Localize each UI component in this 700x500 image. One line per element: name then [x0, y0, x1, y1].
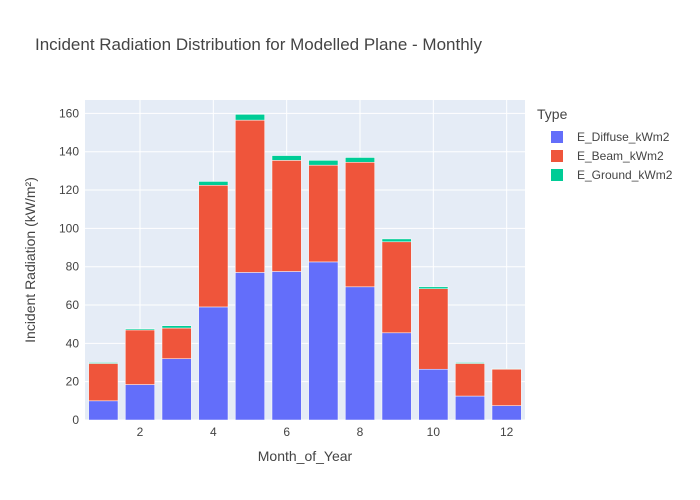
y-tick-label: 140	[59, 145, 79, 159]
legend-label-2[interactable]: E_Ground_kWm2	[577, 168, 673, 182]
x-tick-label: 12	[500, 425, 514, 439]
bar-E_Beam_kWm2-1	[88, 363, 119, 402]
bar-E_Diffuse_kWm2-1	[88, 400, 119, 421]
bar-E_Beam_kWm2-3	[161, 327, 192, 359]
bar-E_Beam_kWm2-7	[308, 164, 339, 263]
bar-E_Diffuse_kWm2-12	[491, 405, 522, 421]
y-axis-title: Incident Radiation (kW/m²)	[22, 177, 38, 343]
y-tick-label: 80	[66, 260, 80, 274]
bar-E_Ground_kWm2-5	[235, 114, 265, 121]
bar-E_Ground_kWm2-2	[125, 328, 155, 331]
bar-E_Beam_kWm2-5	[235, 119, 265, 273]
bar-E_Diffuse_kWm2-10	[418, 368, 449, 421]
bar-E_Beam_kWm2-4	[198, 185, 229, 308]
bar-E_Beam_kWm2-10	[418, 288, 449, 370]
bar-E_Ground_kWm2-9	[381, 238, 412, 243]
legend-label-0[interactable]: E_Diffuse_kWm2	[577, 130, 670, 144]
y-tick-label: 100	[59, 221, 79, 235]
bar-E_Ground_kWm2-11	[455, 362, 485, 364]
bar-E_Diffuse_kWm2-8	[345, 286, 375, 421]
bar-E_Diffuse_kWm2-6	[271, 271, 302, 421]
bar-E_Diffuse_kWm2-9	[381, 332, 412, 421]
bar-E_Beam_kWm2-8	[345, 162, 375, 288]
bar-E_Beam_kWm2-11	[455, 363, 485, 397]
axis-ticks: 0 20 40 60 80 100 120 140 160 2 4 6 8 10 12	[59, 106, 514, 439]
bar-E_Beam_kWm2-6	[271, 160, 302, 272]
bar-E_Ground_kWm2-8	[345, 157, 375, 163]
legend-label-1[interactable]: E_Beam_kWm2	[577, 149, 664, 163]
x-tick-label: 2	[137, 425, 144, 439]
bar-E_Ground_kWm2-7	[308, 160, 339, 166]
y-tick-label: 0	[72, 413, 79, 427]
bar-E_Diffuse_kWm2-4	[198, 306, 229, 421]
x-tick-label: 6	[283, 425, 290, 439]
chart-title: Incident Radiation Distribution for Mode…	[35, 35, 482, 54]
x-tick-label: 4	[210, 425, 217, 439]
bar-E_Beam_kWm2-9	[381, 241, 412, 334]
x-tick-label: 10	[427, 425, 441, 439]
bar-E_Diffuse_kWm2-11	[455, 395, 485, 421]
y-tick-label: 120	[59, 183, 79, 197]
y-tick-label: 60	[66, 298, 80, 312]
y-tick-label: 160	[59, 106, 79, 120]
plot-area	[85, 100, 525, 420]
x-tick-label: 8	[357, 425, 364, 439]
bar-E_Ground_kWm2-4	[198, 181, 229, 186]
bar-E_Diffuse_kWm2-2	[125, 384, 155, 421]
bar-E_Diffuse_kWm2-3	[161, 358, 192, 421]
bar-E_Beam_kWm2-2	[125, 329, 155, 385]
bar-E_Diffuse_kWm2-7	[308, 261, 339, 421]
bar-E_Beam_kWm2-12	[491, 368, 522, 406]
bars	[88, 114, 522, 421]
legend-swatch-2[interactable]	[551, 169, 563, 181]
y-tick-label: 20	[66, 375, 80, 389]
x-axis-title: Month_of_Year	[258, 448, 353, 464]
y-tick-label: 40	[66, 336, 80, 350]
legend-swatch-1[interactable]	[551, 150, 563, 162]
bar-E_Diffuse_kWm2-5	[235, 272, 265, 421]
legend-swatch-0[interactable]	[551, 131, 563, 143]
bar-E_Ground_kWm2-12	[491, 368, 522, 370]
bar-E_Ground_kWm2-3	[161, 325, 192, 329]
legend-title: Type	[537, 106, 568, 122]
bar-E_Ground_kWm2-6	[271, 155, 302, 161]
bar-E_Ground_kWm2-10	[418, 286, 449, 289]
legend: Type E_Diffuse_kWm2 E_Beam_kWm2 E_Ground_k…	[537, 106, 673, 182]
bar-E_Ground_kWm2-1	[88, 362, 119, 364]
